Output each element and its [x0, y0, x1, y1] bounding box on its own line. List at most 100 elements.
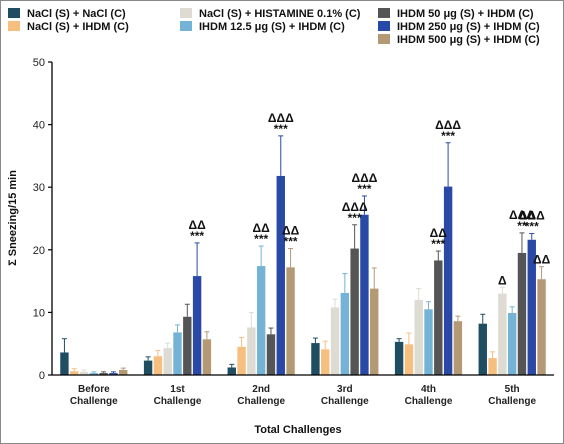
bar: [453, 321, 463, 375]
significance-label: ΔΔΔ: [268, 111, 294, 125]
bar: [119, 369, 128, 375]
x-tick-label: 2nd: [252, 384, 270, 395]
significance-label: Δ: [498, 273, 507, 287]
legend-swatch: [378, 21, 390, 31]
y-tick-label: 40: [33, 120, 45, 132]
bar: [237, 346, 246, 375]
bar: [507, 313, 517, 375]
x-tick-label: Challenge: [488, 396, 536, 407]
bar: [414, 299, 423, 375]
bar: [517, 252, 527, 375]
x-tick-label: Before: [78, 384, 110, 395]
bar: [173, 332, 182, 375]
significance-label: ***: [274, 122, 288, 136]
bar: [227, 367, 236, 375]
y-tick-label: 20: [33, 245, 45, 257]
bar: [537, 279, 546, 375]
bar: [311, 343, 320, 375]
legend-label: IHDM 12.5 μg (S) + IHDM (C): [199, 21, 345, 33]
significance-label: ***: [190, 229, 204, 243]
bar: [434, 260, 443, 375]
axes-layer: 01020304050BeforeChallenge1stChallenge2n…: [33, 57, 554, 407]
bar: [70, 371, 79, 375]
x-tick-label: Challenge: [405, 396, 453, 407]
significance-label: ΔΔ: [430, 226, 448, 240]
bar: [192, 276, 202, 375]
legend-swatch: [180, 8, 192, 18]
y-axis-title: Σ Sneezing/15 min: [7, 170, 19, 266]
bar: [60, 352, 69, 375]
significance-label: ΔΔ: [282, 224, 300, 238]
bar: [276, 175, 285, 375]
x-tick-label: 3rd: [337, 384, 353, 395]
legend-swatch: [8, 21, 20, 31]
bar: [498, 293, 507, 375]
bars-layer: [60, 135, 546, 375]
y-tick-label: 10: [33, 307, 45, 319]
significance-label: ΔΔΔ: [509, 208, 535, 222]
legend-swatch: [180, 21, 192, 31]
bar: [256, 266, 266, 375]
significance-label: ΔΔΔ: [342, 200, 368, 214]
bar: [330, 307, 340, 375]
y-tick-label: 30: [33, 182, 45, 194]
x-tick-label: Challenge: [70, 396, 118, 407]
y-tick-label: 50: [33, 57, 45, 69]
bar: [370, 288, 379, 375]
bar: [527, 239, 536, 375]
significance-label: ΔΔ: [188, 218, 206, 232]
legend-label: IHDM 500 μg (S) + IHDM (C): [397, 34, 540, 46]
legend-swatch: [8, 8, 20, 18]
legend-label: IHDM 250 μg (S) + IHDM (C): [397, 21, 540, 33]
bar: [109, 373, 118, 375]
bar: [79, 371, 89, 375]
x-tick-label: 4th: [421, 384, 436, 395]
significance-label: ***: [431, 237, 445, 251]
significance-label: **: [517, 219, 527, 233]
legend-label: NaCl (S) + NaCl (C): [27, 8, 126, 20]
legend-label: IHDM 50 μg (S) + IHDM (C): [397, 8, 534, 20]
significance-label: ***: [284, 235, 298, 249]
bar: [183, 316, 192, 375]
bar: [89, 373, 99, 375]
significance-label: ***: [357, 182, 371, 196]
significance-label: ***: [525, 220, 539, 234]
annotations-layer: ΔΔ***ΔΔ***ΔΔΔ***ΔΔ***ΔΔΔ***ΔΔΔ***ΔΔ***ΔΔ…: [188, 111, 550, 287]
legend: NaCl (S) + NaCl (C)NaCl (S) + IHDM (C) Na…: [8, 8, 540, 46]
significance-label: ***: [441, 129, 455, 143]
legend-label: NaCl (S) + IHDM (C): [27, 21, 129, 33]
y-tick-label: 0: [39, 370, 45, 382]
significance-label: ΔΔΔ: [519, 209, 545, 223]
legend-swatch: [378, 34, 390, 44]
bar: [163, 348, 172, 375]
x-tick-label: 1st: [170, 384, 185, 395]
bar: [478, 323, 487, 375]
bar: [340, 292, 350, 375]
bar: [394, 341, 404, 375]
bar: [266, 334, 276, 375]
significance-label: ΔΔΔ: [351, 171, 377, 185]
significance-label: ΔΔΔ: [435, 118, 461, 132]
x-tick-label: Challenge: [321, 396, 369, 407]
bar: [404, 344, 414, 375]
bar: [350, 248, 359, 375]
x-axis-title: Total Challenges: [254, 424, 341, 436]
x-tick-label: Challenge: [154, 396, 202, 407]
bar: [443, 186, 453, 375]
bar: [321, 349, 330, 375]
legend-label: NaCl (S) + HISTAMINE 0.1% (C): [199, 8, 361, 20]
bar: [488, 358, 497, 375]
bar: [99, 373, 108, 375]
x-tick-label: 5th: [505, 384, 520, 395]
significance-label: ΔΔ: [253, 221, 271, 235]
significance-label: ***: [348, 211, 362, 225]
x-tick-label: Challenge: [237, 396, 285, 407]
bar: [143, 360, 153, 375]
bar: [247, 327, 256, 375]
bar: [153, 356, 163, 375]
bar: [202, 339, 212, 375]
significance-label: ***: [254, 232, 268, 246]
bar: [424, 309, 433, 375]
